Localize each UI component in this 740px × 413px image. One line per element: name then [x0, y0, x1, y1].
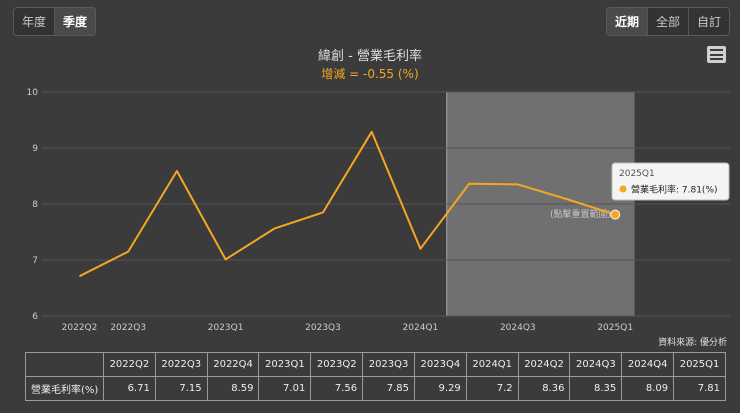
- table-cell: 8.09: [621, 376, 675, 401]
- tab-annual[interactable]: 年度: [14, 8, 56, 35]
- y-tick-label: 8: [32, 200, 38, 210]
- range-toggle: 近期 全部 自訂: [605, 7, 730, 36]
- table-header-cell: 2023Q2: [310, 352, 364, 377]
- table-cell: 9.29: [413, 376, 467, 401]
- data-point: [610, 209, 621, 220]
- data-point: [126, 250, 130, 254]
- x-tick-label: 2023Q1: [208, 323, 244, 333]
- line-chart: 6 7 8 9 10 2022Q2 2022Q3 2023Q1 2023Q3 2024Q1 2024…: [27, 88, 730, 333]
- data-point: [467, 182, 471, 186]
- range-all[interactable]: 全部: [647, 8, 689, 35]
- range-recent[interactable]: 近期: [606, 8, 648, 35]
- table-header-cell: 2024Q3: [569, 352, 623, 377]
- table-row: 營業毛利率(%) 6.71 7.15 8.59 7.01 7.56 7.85 9.29 7.2 8…: [25, 376, 726, 401]
- y-tick-label: 10: [27, 88, 39, 98]
- data-point: [418, 247, 422, 251]
- table-header-cell: 2024Q4: [621, 352, 675, 377]
- data-source: 資料來源: 優分析: [658, 338, 727, 348]
- table-header-cell: 2022Q4: [206, 352, 260, 377]
- table-cell: 8.59: [206, 376, 260, 401]
- table-cell: 8.35: [569, 376, 623, 401]
- period-toggle: 年度 季度: [13, 7, 97, 36]
- table-cell: 8.36: [517, 376, 571, 401]
- band-reset-label: (點擊重置範圍): [550, 208, 611, 220]
- table-corner-cell: [25, 352, 104, 377]
- data-point: [224, 257, 228, 261]
- data-point: [175, 169, 179, 173]
- x-tick-label: 2023Q3: [305, 323, 341, 333]
- data-point: [370, 130, 374, 134]
- tooltip-label: 營業毛利率: 7.81(%): [631, 184, 718, 196]
- x-tick-label: 2022Q3: [110, 323, 146, 333]
- x-tick-label: 2025Q1: [597, 323, 633, 333]
- data-point: [516, 182, 520, 186]
- table-cell: 7.85: [362, 376, 415, 401]
- table-header-cell: 2022Q3: [154, 352, 208, 377]
- table-header-cell: 2024Q2: [517, 352, 571, 377]
- range-custom[interactable]: 自訂: [688, 8, 729, 35]
- table-header-cell: 2023Q3: [362, 352, 415, 377]
- x-tick-label: 2024Q3: [500, 323, 536, 333]
- tooltip-title: 2025Q1: [619, 169, 655, 179]
- tooltip-marker: [619, 185, 627, 193]
- table-header-cell: 2023Q4: [413, 352, 467, 377]
- y-tick-label: 9: [32, 144, 38, 154]
- table-cell: 6.71: [103, 376, 156, 401]
- data-point: [321, 210, 325, 214]
- series-line: [79, 130, 616, 278]
- chart-title: 緯創 - 營業毛利率: [318, 49, 422, 64]
- table-header-cell: 2025Q1: [673, 352, 726, 377]
- y-tick-label: 7: [32, 256, 38, 266]
- data-point: [565, 197, 569, 201]
- table-cell: 7.81: [673, 376, 726, 401]
- data-table: 2022Q2 2022Q3 2022Q4 2023Q1 2023Q2 2023Q3 2023…: [25, 352, 726, 401]
- x-tick-label: 2024Q1: [403, 323, 439, 333]
- chart-subtitle: 增減 = -0.55 (%): [321, 67, 419, 81]
- table-cell: 7.2: [465, 376, 519, 401]
- y-tick-label: 6: [32, 312, 38, 322]
- table-header-cell: 2024Q1: [465, 352, 519, 377]
- x-tick-label: 2022Q2: [62, 323, 98, 333]
- table-header-cell: 2023Q1: [258, 352, 312, 377]
- table-cell: 7.01: [258, 376, 312, 401]
- tab-quarterly[interactable]: 季度: [55, 8, 96, 35]
- table-header-row: 2022Q2 2022Q3 2022Q4 2023Q1 2023Q2 2023Q3 2023…: [25, 352, 726, 377]
- data-point: [78, 274, 82, 278]
- table-cell: 7.56: [310, 376, 364, 401]
- tooltip-box: [611, 162, 730, 201]
- hamburger-menu-icon[interactable]: [707, 46, 726, 63]
- table-header-cell: 2022Q2: [103, 352, 156, 377]
- data-point: [272, 227, 276, 231]
- table-row-header: 營業毛利率(%): [25, 376, 104, 401]
- table-cell: 7.15: [154, 376, 208, 401]
